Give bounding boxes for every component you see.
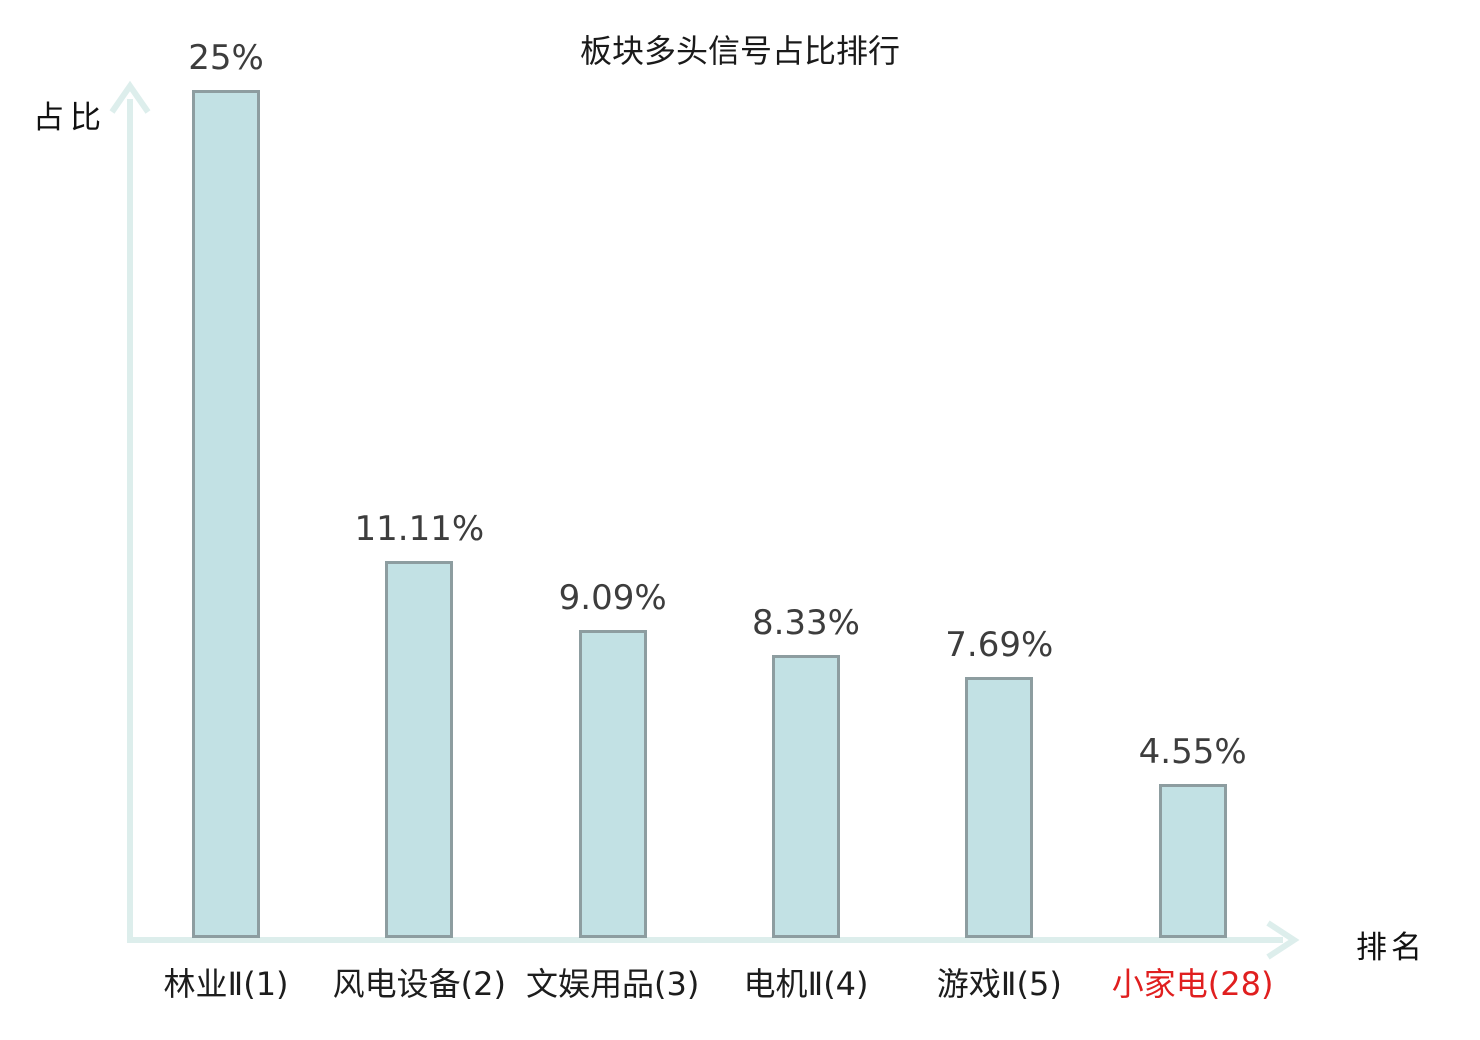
- bar-value-label: 9.09%: [558, 577, 667, 618]
- bar: [578, 629, 647, 938]
- bar: [192, 90, 260, 938]
- bar: [965, 677, 1034, 938]
- y-axis-arrow-icon: [109, 80, 151, 114]
- bar: [1158, 783, 1227, 938]
- category-label: 电机Ⅱ(4): [743, 965, 869, 1003]
- bar-value-label: 7.69%: [945, 625, 1054, 666]
- bar-value-label: 25%: [188, 38, 264, 78]
- category-label: 风电设备(2): [332, 965, 506, 1003]
- bar: [385, 561, 454, 938]
- x-axis-arrow-icon: [1266, 920, 1300, 960]
- category-label: 林业Ⅱ(1): [163, 965, 289, 1003]
- x-axis-label: 排名: [1356, 930, 1426, 966]
- category-label: 游戏Ⅱ(5): [936, 965, 1062, 1003]
- bar-value-label: 8.33%: [751, 603, 860, 644]
- bar-value-label: 4.55%: [1138, 731, 1247, 772]
- bar-value-label: 11.11%: [354, 509, 485, 550]
- category-label: 文娱用品(3): [525, 965, 700, 1003]
- bar: [771, 655, 840, 938]
- category-label: 小家电(28): [1111, 965, 1274, 1003]
- chart-title: 板块多头信号占比排行: [579, 32, 900, 70]
- y-axis-label: 占比: [33, 100, 107, 136]
